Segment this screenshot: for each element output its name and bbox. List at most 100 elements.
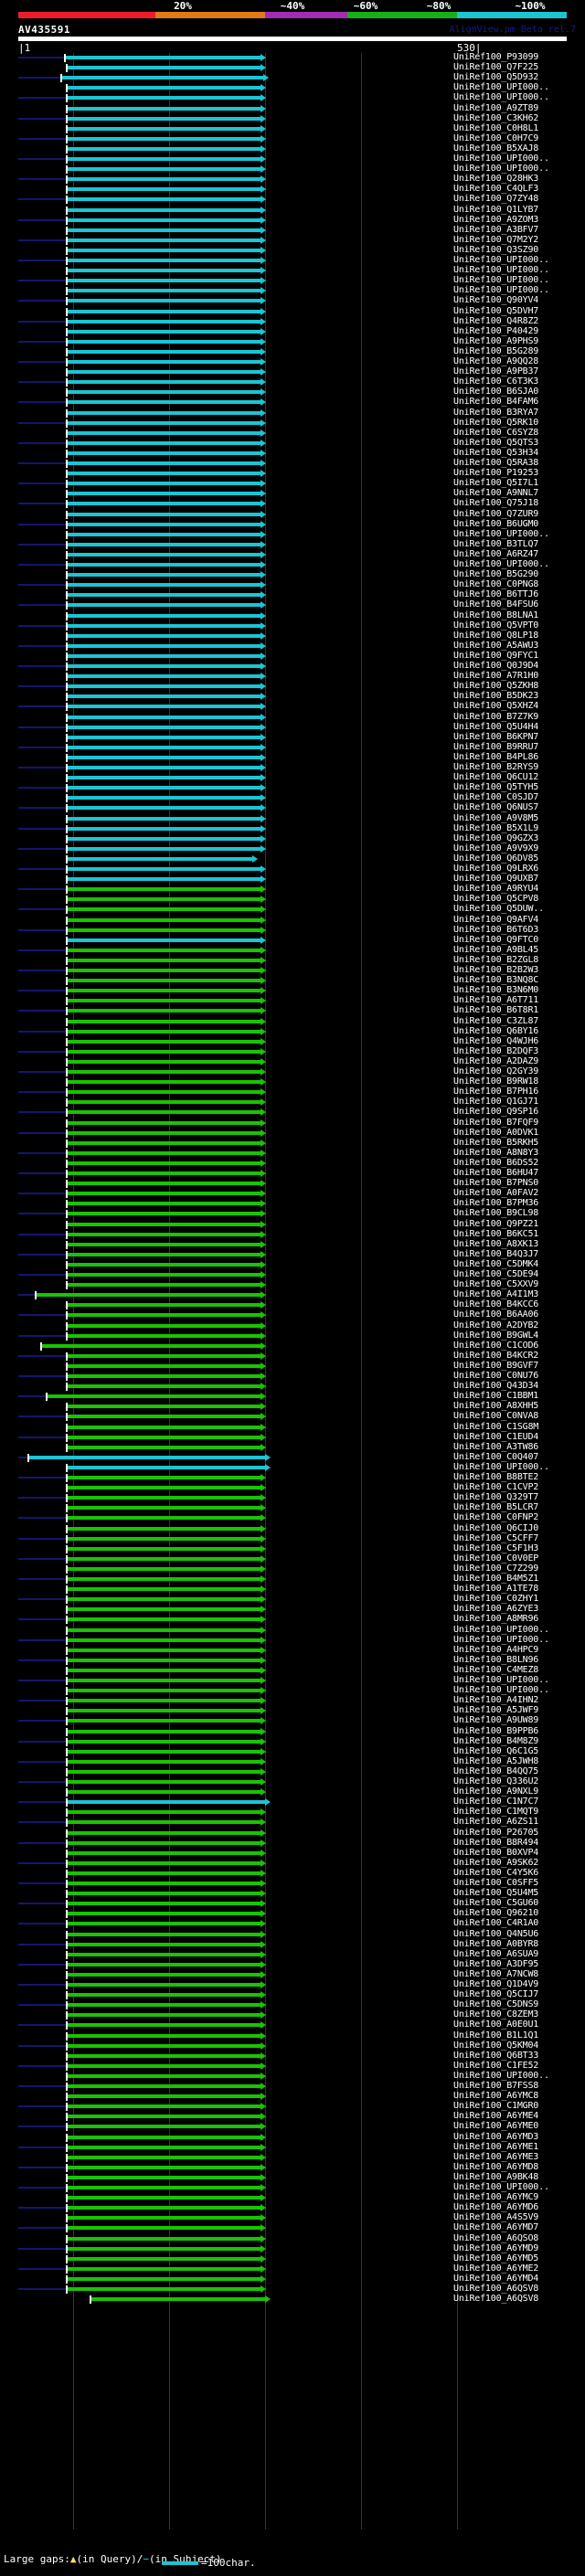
hit-row[interactable]: UniRef100_B9GWL4: [0, 1330, 585, 1341]
hit-row[interactable]: UniRef100_B7PH16: [0, 1087, 585, 1097]
hit-label[interactable]: UniRef100_A9BK48: [453, 2171, 539, 2182]
hsp-bar[interactable]: [68, 2063, 261, 2068]
hit-row[interactable]: UniRef100_Q5XHZ4: [0, 701, 585, 712]
hit-row[interactable]: UniRef100_Q5CIJ7: [0, 1989, 585, 2000]
hit-label[interactable]: UniRef100_Q5U4H4: [453, 721, 539, 732]
hit-row[interactable]: UniRef100_A3TW86: [0, 1442, 585, 1453]
hit-row[interactable]: UniRef100_Q1GJ71: [0, 1097, 585, 1108]
hsp-bar[interactable]: [68, 694, 261, 699]
hit-label[interactable]: UniRef100_A0E0U1: [453, 2019, 539, 2030]
hit-label[interactable]: UniRef100_Q2GY39: [453, 1066, 539, 1076]
hsp-bar[interactable]: [68, 1353, 261, 1358]
hit-label[interactable]: UniRef100_Q7ZY48: [453, 194, 539, 205]
hit-row[interactable]: UniRef100_P26705: [0, 1828, 585, 1839]
hit-label[interactable]: UniRef100_Q96210: [453, 1908, 539, 1919]
hit-label[interactable]: UniRef100_B2RYS9: [453, 762, 539, 772]
hsp-bar[interactable]: [68, 532, 261, 536]
hit-label[interactable]: UniRef100_A0DVK1: [453, 1127, 539, 1138]
hsp-bar[interactable]: [68, 1130, 261, 1135]
hit-label[interactable]: UniRef100_C3ZL87: [453, 1015, 539, 1026]
hsp-bar[interactable]: [68, 1242, 261, 1246]
hit-row[interactable]: UniRef100_Q90YV4: [0, 295, 585, 306]
hit-label[interactable]: UniRef100_A9RYU4: [453, 884, 539, 895]
hit-label[interactable]: UniRef100_B4QQ75: [453, 1765, 539, 1776]
hit-row[interactable]: UniRef100_A5AWU3: [0, 641, 585, 652]
hit-row[interactable]: UniRef100_Q9LRX6: [0, 864, 585, 875]
hit-row[interactable]: UniRef100_B6DS52: [0, 1158, 585, 1169]
hit-row[interactable]: UniRef100_C4Y5K6: [0, 1868, 585, 1879]
hit-label[interactable]: UniRef100_A9UW89: [453, 1715, 539, 1726]
hsp-bar[interactable]: [68, 279, 261, 283]
hit-row[interactable]: UniRef100_C0H7C9: [0, 133, 585, 144]
hit-label[interactable]: UniRef100_B5G290: [453, 569, 539, 580]
hit-row[interactable]: UniRef100_A9V9X9: [0, 843, 585, 854]
hit-label[interactable]: UniRef100_B6SJA0: [453, 387, 539, 398]
hit-row[interactable]: UniRef100_C1BBM1: [0, 1391, 585, 1402]
hsp-bar[interactable]: [68, 1212, 261, 1216]
hsp-bar[interactable]: [68, 826, 261, 831]
hit-row[interactable]: UniRef100_B7FQF9: [0, 1118, 585, 1129]
hit-row[interactable]: UniRef100_B1L1Q1: [0, 2030, 585, 2041]
hit-row[interactable]: UniRef100_C5CFF7: [0, 1533, 585, 1544]
hit-row[interactable]: UniRef100_UPI000..: [0, 559, 585, 570]
hsp-bar[interactable]: [68, 2206, 261, 2210]
hit-row[interactable]: UniRef100_C0H8L1: [0, 123, 585, 134]
hit-row[interactable]: UniRef100_B9CL98: [0, 1208, 585, 1219]
hit-row[interactable]: UniRef100_Q1LYB7: [0, 205, 585, 216]
hit-row[interactable]: UniRef100_B4KCR2: [0, 1351, 585, 1362]
hit-label[interactable]: UniRef100_Q5RK10: [453, 417, 539, 428]
hit-row[interactable]: UniRef100_C5DE94: [0, 1269, 585, 1280]
hit-row[interactable]: UniRef100_A6YME0: [0, 2121, 585, 2132]
hit-label[interactable]: UniRef100_B5RKH5: [453, 1137, 539, 1148]
hit-row[interactable]: UniRef100_C6T3K3: [0, 376, 585, 387]
hsp-bar[interactable]: [68, 1627, 261, 1632]
hit-label[interactable]: UniRef100_Q9FTC0: [453, 934, 539, 945]
hsp-bar[interactable]: [68, 116, 261, 121]
hit-label[interactable]: UniRef100_A8XK13: [453, 1238, 539, 1249]
hsp-bar[interactable]: [68, 1983, 261, 1987]
hit-label[interactable]: UniRef100_Q5D932: [453, 72, 539, 83]
hit-row[interactable]: UniRef100_A3DF95: [0, 1959, 585, 1970]
hit-label[interactable]: UniRef100_B7FQF9: [453, 1117, 539, 1128]
hit-label[interactable]: UniRef100_B2DQF3: [453, 1045, 539, 1056]
hsp-bar[interactable]: [68, 563, 261, 567]
hsp-bar[interactable]: [68, 126, 261, 131]
hit-row[interactable]: UniRef100_C0NU76: [0, 1371, 585, 1382]
hit-row[interactable]: UniRef100_A6YMD5: [0, 2253, 585, 2264]
hit-label[interactable]: UniRef100_C1MGR0: [453, 2101, 539, 2112]
hsp-bar[interactable]: [68, 776, 261, 780]
hsp-bar[interactable]: [68, 989, 261, 993]
hit-label[interactable]: UniRef100_A5AWU3: [453, 640, 539, 651]
hsp-bar[interactable]: [68, 2023, 261, 2028]
hsp-bar[interactable]: [68, 836, 261, 841]
hit-label[interactable]: UniRef100_B9CL98: [453, 1208, 539, 1219]
hsp-bar[interactable]: [68, 1415, 261, 1419]
hit-row[interactable]: UniRef100_A4I1M3: [0, 1289, 585, 1300]
hit-row[interactable]: UniRef100_B3TLQ7: [0, 539, 585, 550]
hit-row[interactable]: UniRef100_C5XXV9: [0, 1279, 585, 1290]
hsp-bar[interactable]: [68, 2145, 261, 2149]
hit-label[interactable]: UniRef100_A4S5V9: [453, 2212, 539, 2223]
hit-label[interactable]: UniRef100_Q5TYH5: [453, 782, 539, 793]
hit-label[interactable]: UniRef100_A6RZ47: [453, 548, 539, 559]
hit-row[interactable]: UniRef100_A9V8M5: [0, 813, 585, 824]
hit-row[interactable]: UniRef100_B2ZGL8: [0, 955, 585, 966]
hit-label[interactable]: UniRef100_A6YMD7: [453, 2222, 539, 2233]
hsp-bar[interactable]: [68, 522, 261, 526]
hit-label[interactable]: UniRef100_Q5CIJ7: [453, 1989, 539, 2000]
hsp-bar[interactable]: [68, 653, 261, 658]
hsp-bar[interactable]: [68, 705, 261, 709]
hsp-bar[interactable]: [68, 1679, 261, 1682]
hit-row[interactable]: UniRef100_A6YMD6: [0, 2202, 585, 2213]
hsp-bar[interactable]: [68, 613, 261, 618]
hit-row[interactable]: UniRef100_B4FAM6: [0, 397, 585, 408]
hit-label[interactable]: UniRef100_B9RW18: [453, 1076, 539, 1087]
hsp-bar[interactable]: [68, 1972, 261, 1977]
hit-row[interactable]: UniRef100_UPI000..: [0, 275, 585, 286]
hsp-bar[interactable]: [68, 248, 261, 252]
hit-row[interactable]: UniRef100_B8LNA1: [0, 610, 585, 621]
hit-label[interactable]: UniRef100_A9NNL7: [453, 488, 539, 499]
hit-row[interactable]: UniRef100_Q5ZKH8: [0, 681, 585, 692]
hit-row[interactable]: UniRef100_A6YMC8: [0, 2091, 585, 2102]
hit-row[interactable]: UniRef100_C5DNS9: [0, 1999, 585, 2010]
